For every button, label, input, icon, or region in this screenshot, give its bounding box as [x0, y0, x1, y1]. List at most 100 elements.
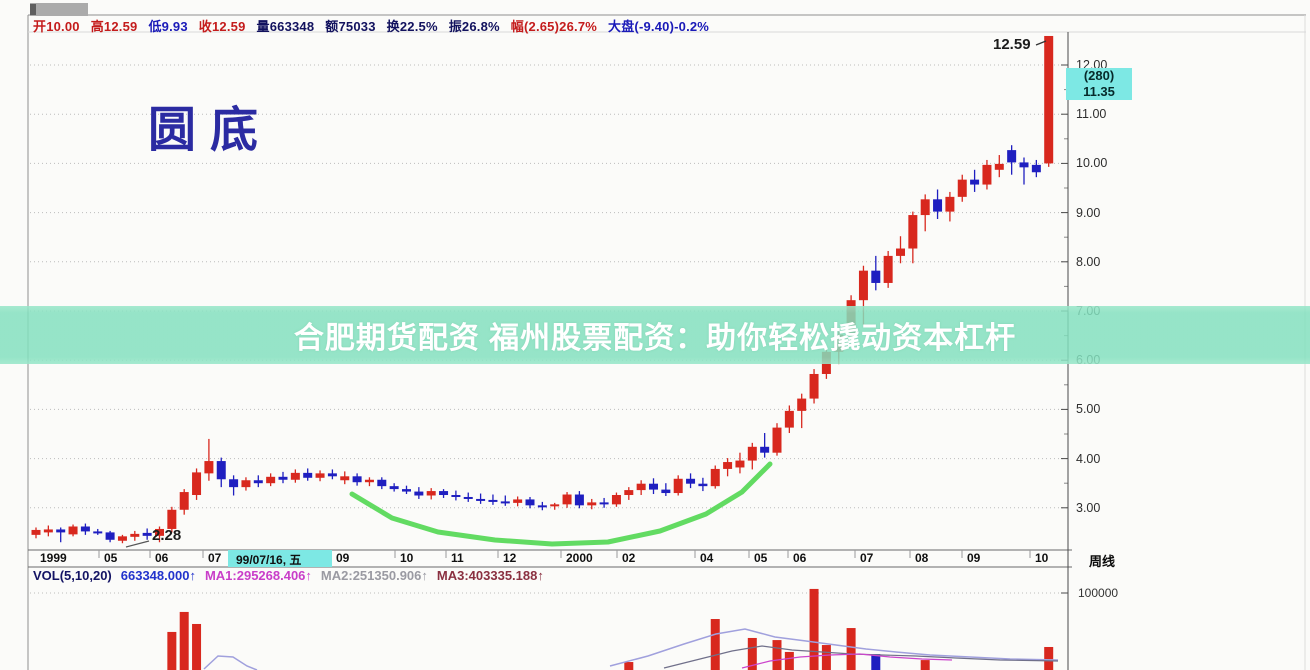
price-tick-label: 8.00	[1076, 254, 1101, 269]
candle-body	[723, 462, 733, 469]
date-tick-label: 09	[967, 551, 981, 565]
candle-body	[883, 255, 893, 283]
volume-header-item: VOL(5,10,20)	[33, 568, 112, 583]
volume-bar	[920, 660, 930, 670]
candle-body	[1031, 164, 1041, 173]
candle-body	[587, 502, 597, 506]
info-item: 收12.59	[198, 19, 246, 34]
candle-body	[686, 478, 696, 484]
candle-body	[809, 373, 819, 399]
promo-banner-text: 合肥期货配资 福州股票配资：助你轻松撬动资本杠杆	[293, 322, 1017, 355]
date-tick-label: 2000	[566, 551, 593, 565]
candle-body	[80, 526, 90, 532]
candle-body	[574, 494, 584, 506]
date-tick-label: 10	[400, 551, 414, 565]
volume-bar	[784, 651, 794, 670]
candle-body	[241, 480, 251, 488]
volume-header-item: MA2:251350.906↑	[320, 568, 428, 583]
candle-body	[117, 536, 127, 541]
candle-body	[315, 473, 325, 478]
price-tick-label: 5.00	[1076, 402, 1101, 417]
candle-body	[982, 164, 992, 185]
candle-body	[130, 533, 140, 537]
date-tick-label: 08	[915, 551, 929, 565]
candle-body	[747, 446, 757, 461]
candle-body	[970, 179, 980, 185]
candle-body	[402, 489, 411, 492]
promo-banner[interactable]: 合肥期货配资 福州股票配资：助你轻松撬动资本杠杆	[0, 306, 1310, 364]
volume-bar	[710, 619, 720, 670]
volume-bar	[747, 637, 757, 670]
candle-body	[179, 492, 189, 510]
price-tick-label: 3.00	[1076, 500, 1101, 515]
candle-body	[698, 483, 708, 487]
info-item: 低9.93	[148, 19, 188, 34]
candle-body	[537, 505, 547, 508]
volume-header-item: MA1:295268.406↑	[204, 568, 312, 583]
candle-body	[93, 531, 103, 534]
candle-body	[303, 472, 313, 478]
date-tick-label: 10	[1035, 551, 1049, 565]
date-tick-label: 07	[860, 551, 874, 565]
candle-body	[216, 461, 226, 480]
candle-body	[562, 494, 572, 505]
candle-body	[56, 529, 66, 533]
candle-body	[945, 196, 955, 212]
date-tick-label: 05	[104, 551, 118, 565]
candle-body	[513, 499, 523, 503]
volume-bar	[1044, 646, 1054, 670]
candle-body	[784, 410, 794, 428]
candle-body	[476, 498, 486, 501]
candle-body	[439, 491, 449, 496]
date-tick-label: 09	[336, 551, 350, 565]
date-tick-label: 11	[451, 551, 464, 565]
candle-body	[896, 248, 905, 256]
candle-body	[871, 270, 881, 283]
candle-body	[105, 532, 115, 540]
volume-bar	[192, 623, 202, 670]
candle-body	[266, 476, 276, 484]
date-tick-label: 02	[622, 551, 636, 565]
volume-bar	[821, 645, 831, 670]
candle-body	[525, 499, 535, 506]
candle-body	[451, 495, 461, 498]
candle-body	[611, 495, 621, 505]
low-price-annotation: 2.28	[152, 527, 182, 544]
pattern-annotation-round-bottom: 圆底	[148, 104, 273, 157]
date-tick-label: 07	[208, 551, 222, 565]
current-price-tag: (280) 11.35	[1066, 68, 1132, 100]
candle-body	[1019, 162, 1029, 168]
candle-body	[142, 532, 152, 536]
volume-ma1-left	[203, 655, 258, 670]
date-tick-label: 05	[754, 551, 768, 565]
price-tick-label: 10.00	[1076, 156, 1108, 171]
candle-body	[253, 480, 263, 484]
low-annotation-pointer	[125, 540, 150, 548]
candle-body	[488, 499, 498, 502]
current-price-tag-weeks: (280)	[1083, 68, 1115, 83]
high-price-annotation: 12.59	[993, 36, 1031, 53]
candle-body	[710, 468, 720, 487]
info-item: 幅(2.65)26.7%	[510, 19, 598, 34]
candle-body	[290, 472, 300, 480]
timeframe-label: 周线	[1089, 554, 1116, 569]
volume-bar	[179, 611, 189, 670]
price-tick-label: 4.00	[1076, 451, 1101, 466]
candle-body	[649, 483, 658, 490]
candle-body	[908, 215, 918, 249]
candle-body	[352, 476, 362, 483]
volume-bar	[624, 662, 634, 670]
candle-body	[68, 526, 78, 535]
volume-ma1-line	[609, 628, 1059, 667]
candle-body	[1007, 150, 1017, 163]
date-tick-label: 99/07/16, 五	[236, 553, 302, 567]
candle-body	[550, 504, 560, 507]
candle-body	[426, 491, 436, 496]
info-item: 开10.00	[33, 19, 80, 34]
candle-body	[673, 478, 683, 494]
candle-body	[463, 496, 473, 499]
candle-body	[389, 486, 399, 490]
date-tick-label: 12	[503, 551, 517, 565]
candle-body	[772, 427, 782, 453]
